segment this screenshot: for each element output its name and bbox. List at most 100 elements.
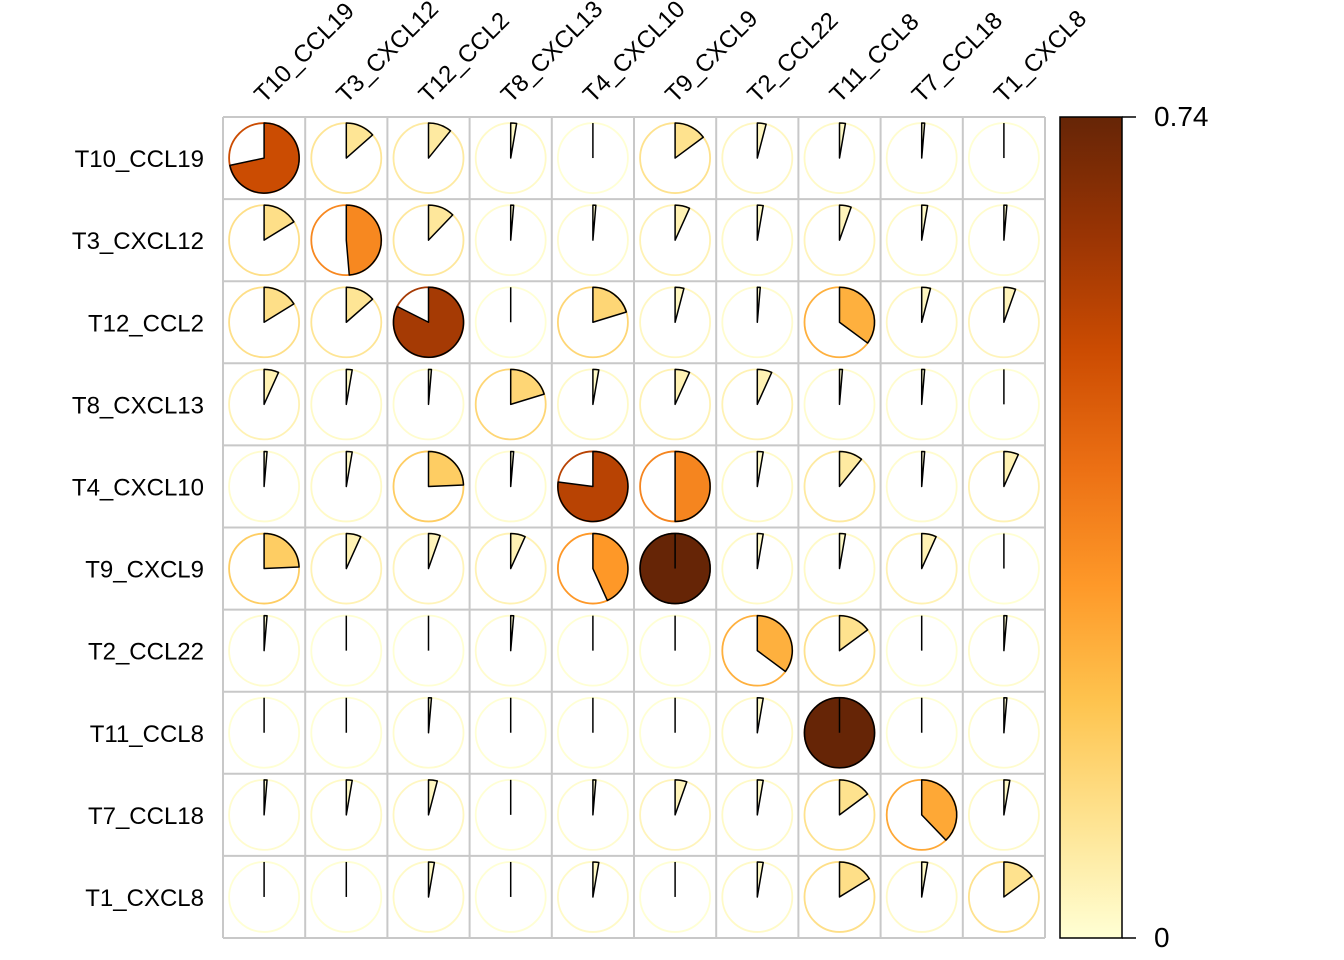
pie-slice — [920, 779, 958, 841]
pie-cell — [968, 861, 1040, 933]
row-label: T7_CCL18 — [88, 803, 204, 830]
pie-cell — [803, 204, 876, 277]
pie-cell — [721, 778, 794, 851]
pie-slice — [756, 532, 764, 570]
pie-cell — [557, 286, 629, 359]
pie-cell — [228, 696, 301, 769]
pie-slice — [920, 532, 937, 570]
pie-cell — [639, 204, 711, 277]
pie-cell — [803, 696, 876, 769]
pie-slice — [756, 779, 764, 816]
pie-slice — [345, 450, 353, 488]
colorbar-label-min: 0 — [1154, 922, 1170, 953]
pie-cell — [885, 450, 958, 523]
pie-cell — [557, 614, 629, 687]
pie-slice — [345, 204, 382, 276]
pie-cell — [721, 614, 794, 687]
pie-slice — [920, 286, 932, 323]
pie-cell — [392, 204, 465, 277]
pie-cell — [474, 450, 547, 523]
pie-cell — [228, 450, 301, 523]
pie-slice — [838, 450, 863, 488]
pie-cell — [557, 204, 629, 277]
pie-cell — [803, 778, 876, 851]
pie-slice — [592, 861, 600, 898]
pie-cell — [885, 778, 958, 851]
pie-cell — [228, 286, 301, 359]
pie-slice — [345, 122, 374, 159]
pie-slice — [345, 532, 362, 570]
colorbar-gradient — [1059, 116, 1123, 939]
pie-cell — [721, 450, 794, 523]
pie-slice — [427, 204, 454, 241]
pie-slice — [756, 368, 773, 406]
pie-slice — [838, 204, 852, 241]
pie-cell — [803, 368, 876, 441]
pie-slice — [1003, 697, 1008, 734]
pie-slice — [427, 779, 439, 816]
pie-cell — [885, 122, 958, 194]
pie-slice — [345, 779, 353, 816]
colorbar-legend: 0.74 0 — [1059, 101, 1209, 953]
pie-cell — [474, 696, 547, 769]
pie-slice — [592, 286, 628, 323]
pie-cell — [310, 861, 383, 933]
pie-slice — [1003, 204, 1008, 241]
pie-slice — [1003, 614, 1008, 652]
pie-cell — [474, 778, 547, 851]
pie-cell — [557, 122, 629, 194]
pie-cell — [639, 286, 711, 359]
pie-slice — [427, 122, 452, 159]
pie-cell — [721, 532, 794, 605]
pie-slice — [838, 532, 847, 570]
pie-slice — [920, 122, 926, 159]
grid — [222, 116, 1046, 939]
row-label: T8_CXCL13 — [72, 392, 204, 419]
pie-cell — [310, 778, 383, 851]
pie-cell — [803, 450, 876, 523]
row-label: T10_CCL19 — [75, 146, 204, 173]
pie-slice — [345, 368, 353, 406]
pie-slice — [674, 286, 685, 323]
pie-slice — [263, 614, 268, 652]
pie-cell — [392, 122, 465, 194]
pie-slice — [263, 368, 280, 406]
pie-slice — [427, 368, 433, 406]
row-label: T4_CXCL10 — [72, 474, 204, 501]
row-label: T11_CCL8 — [90, 721, 204, 748]
pie-cell — [885, 286, 958, 359]
row-label: T3_CXCL12 — [72, 228, 204, 255]
pie-slice — [229, 122, 300, 194]
pie-cell — [639, 532, 711, 605]
pie-slice — [263, 286, 295, 323]
pie-cell — [639, 614, 711, 687]
pie-cell — [474, 286, 547, 359]
pie-cell — [310, 696, 383, 769]
pie-slice — [263, 450, 268, 488]
pie-cell — [557, 778, 629, 851]
pie-cell — [639, 778, 711, 851]
pie-slice — [427, 532, 441, 570]
pie-slice — [838, 368, 844, 406]
row-label: T1_CXCL8 — [85, 885, 204, 912]
pie-cell — [392, 450, 465, 523]
column-label: T1_CXCL8 — [989, 5, 1092, 108]
pie-cell — [474, 614, 547, 687]
pie-cell — [474, 204, 547, 277]
pie-slice — [427, 861, 436, 898]
pie-slice — [427, 450, 465, 488]
pie-slice — [838, 286, 876, 344]
pie-cell — [968, 368, 1040, 441]
pie-cell — [474, 861, 547, 933]
pie-slice — [263, 779, 268, 816]
pie-cell — [228, 778, 301, 851]
pie-slice — [756, 450, 764, 488]
pie-slice — [756, 614, 793, 673]
pie-cell — [557, 450, 629, 523]
pie-slice — [756, 861, 764, 898]
pie-cell — [639, 122, 711, 194]
pie-slice — [263, 532, 300, 570]
pie-cell — [721, 286, 794, 359]
pie-slice — [838, 122, 847, 159]
